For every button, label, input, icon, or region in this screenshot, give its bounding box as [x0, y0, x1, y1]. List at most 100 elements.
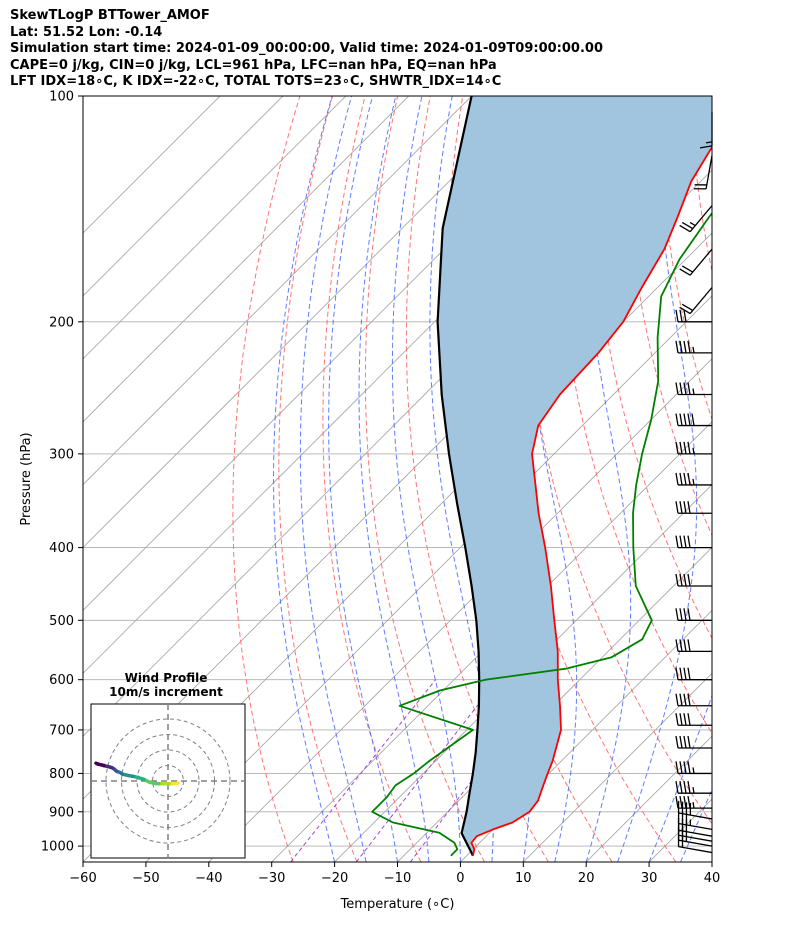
isotherm-line [522, 672, 712, 862]
barb-flag [687, 608, 691, 621]
barb-half-flag [692, 767, 695, 774]
barb-flag [675, 472, 679, 486]
barb-flag [683, 501, 687, 514]
barb-flag [679, 309, 683, 322]
header-cape: CAPE=0 j/kg, CIN=0 j/kg, LCL=961 hPa, LF… [10, 57, 497, 73]
barb-flag [675, 735, 679, 749]
x-tick-label: 0 [456, 871, 464, 886]
moist-adiabat-line [273, 96, 336, 862]
wind-barb [679, 248, 713, 276]
dry-adiabat-line [556, 96, 712, 735]
barb-staff [678, 822, 713, 831]
hodograph-subtitle: 10m/s increment [109, 685, 223, 699]
barb-flag [679, 306, 691, 315]
temperature-line [470, 145, 712, 856]
barb-flag [675, 713, 679, 726]
wind-barb [675, 573, 712, 587]
header-times: Simulation start time: 2024-01-09_00:00:… [10, 41, 603, 56]
wind-barbs [675, 111, 713, 854]
barb-flag [679, 268, 691, 276]
barb-staff [689, 248, 713, 276]
barb-flag [679, 667, 683, 680]
barb-flag [681, 221, 694, 230]
barb-flag [691, 413, 695, 426]
barb-half-flag [692, 802, 695, 809]
barb-flag [687, 781, 691, 794]
hodograph-inset [90, 703, 246, 859]
barb-flag [679, 796, 683, 809]
barb-flag [683, 667, 687, 680]
header-title: SkewTLogP BTTower_AMOF [10, 8, 210, 23]
barb-flag [683, 413, 687, 426]
barb-flag [679, 340, 683, 353]
barb-staff [705, 155, 713, 189]
barb-flag [679, 441, 683, 454]
barb-flag [687, 573, 691, 587]
wind-barb [675, 340, 712, 354]
dry-adiabat-line [591, 96, 712, 640]
barb-flag [687, 413, 691, 426]
wind-barb [675, 441, 712, 455]
barb-flag [679, 713, 683, 726]
moist-adiabat-line [299, 96, 367, 862]
barb-flag [679, 608, 683, 621]
barb-flag [687, 472, 691, 486]
x-tick-label: −10 [384, 871, 411, 886]
barb-flag [679, 573, 683, 587]
barb-half-flag [692, 478, 695, 486]
barb-flag [683, 735, 687, 749]
barb-flag [687, 713, 691, 726]
moist-adiabat-line [617, 96, 698, 862]
barb-flag [683, 796, 687, 809]
dry-adiabat-line [278, 96, 358, 862]
x-tick-label: −60 [69, 871, 96, 886]
isotherm-line [83, 106, 712, 737]
barb-staff [678, 839, 713, 847]
dry-adiabat-line [756, 96, 794, 862]
barb-flag [687, 667, 691, 680]
barb-staff [678, 834, 713, 842]
barb-staff [678, 812, 713, 820]
barb-flag [675, 413, 679, 426]
barb-staff [678, 846, 713, 854]
wind-barb [679, 287, 713, 315]
y-tick-label: 900 [49, 805, 74, 820]
barb-flag [687, 441, 691, 454]
mixing-ratio-line [409, 679, 549, 862]
dry-adiabat-line [364, 96, 485, 862]
barb-staff [689, 287, 713, 314]
wind-barb [675, 781, 712, 794]
y-axis-label: Pressure (hPa) [19, 432, 34, 525]
wind-barb [675, 761, 712, 775]
barb-flag [679, 501, 683, 514]
barb-flag [687, 382, 691, 395]
y-tick-label: 300 [49, 447, 74, 462]
wind-barb [675, 309, 712, 323]
hodograph-ring [136, 749, 200, 813]
barb-flag [683, 608, 687, 621]
x-tick-label: −50 [132, 871, 159, 886]
barb-half-flag [705, 141, 713, 144]
barb-flag [675, 761, 679, 774]
wind-barb [675, 608, 712, 621]
y-tick-label: 1000 [41, 840, 74, 855]
barb-flag [675, 501, 679, 514]
barb-flag [683, 472, 687, 486]
barb-flag [683, 340, 687, 353]
barb-flag [683, 639, 687, 652]
mixing-ratio-line [290, 679, 436, 862]
barb-flag [699, 145, 713, 149]
barb-flag [675, 639, 679, 652]
y-tick-label: 700 [49, 723, 74, 738]
barb-flag [675, 796, 679, 809]
barb-half-flag [689, 221, 696, 227]
y-tick-label: 100 [49, 90, 74, 105]
isotherm-line [83, 96, 472, 486]
hodograph-plot [91, 704, 245, 858]
isotherm-line [83, 96, 661, 674]
wind-barb [675, 639, 712, 653]
barb-flag [683, 573, 687, 587]
moist-adiabat-line [583, 96, 632, 862]
barb-flag [683, 535, 687, 548]
